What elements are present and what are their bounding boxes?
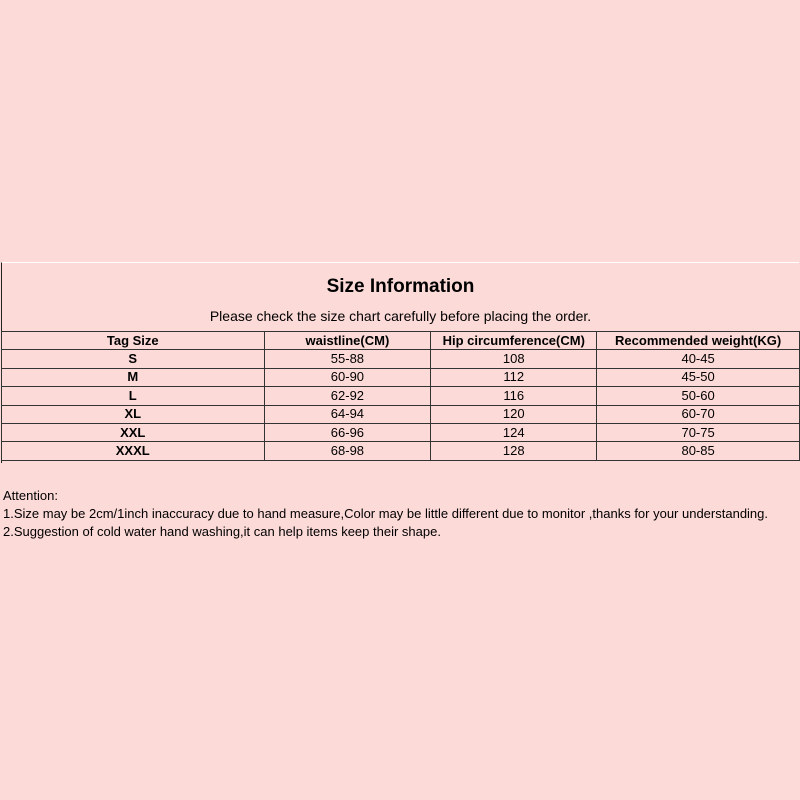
subtitle: Please check the size chart carefully be… <box>209 308 592 324</box>
table-row: M 60-90 112 45-50 <box>1 367 800 388</box>
notes: Attention: 1.Size may be 2cm/1inch inacc… <box>3 487 768 541</box>
cell-hip: 128 <box>430 441 598 461</box>
cell-hip: 112 <box>430 367 598 388</box>
cell-waistline: 55-88 <box>263 349 432 369</box>
cell-weight: 60-70 <box>596 404 800 424</box>
cell-hip: 116 <box>430 386 598 406</box>
cell-hip: 108 <box>430 349 598 369</box>
cell-tag-size: S <box>1 349 265 369</box>
cell-weight: 80-85 <box>596 441 800 461</box>
cell-tag-size: M <box>1 367 265 388</box>
cell-weight: 45-50 <box>596 367 800 388</box>
cell-weight: 70-75 <box>596 422 800 443</box>
cell-tag-size: XL <box>1 404 265 424</box>
note-1: 1.Size may be 2cm/1inch inaccuracy due t… <box>3 506 769 521</box>
table-row: XXL 66-96 124 70-75 <box>1 422 800 443</box>
table-row: L 62-92 116 50-60 <box>1 386 800 406</box>
size-info-panel: Size Information Please check the size c… <box>1 262 800 463</box>
cell-tag-size: XXL <box>1 422 265 443</box>
header-hip: Hip circumference(CM) <box>430 330 598 351</box>
attention-label: Attention: <box>3 488 58 503</box>
page-title: Size Information <box>326 276 475 297</box>
cell-tag-size: L <box>1 386 265 406</box>
cell-waistline: 62-92 <box>263 386 432 406</box>
header-tag-size: Tag Size <box>1 330 265 351</box>
table-header-row: Tag Size waistline(CM) Hip circumference… <box>1 330 800 351</box>
size-table: Tag Size waistline(CM) Hip circumference… <box>1 330 800 461</box>
cell-weight: 40-45 <box>596 349 800 369</box>
header-waistline: waistline(CM) <box>263 330 432 351</box>
cell-weight: 50-60 <box>596 386 800 406</box>
cell-waistline: 64-94 <box>263 404 432 424</box>
cell-tag-size: XXXL <box>1 441 265 461</box>
table-row: S 55-88 108 40-45 <box>1 349 800 369</box>
cell-waistline: 68-98 <box>263 441 432 461</box>
table-row: XXXL 68-98 128 80-85 <box>1 441 800 461</box>
table-row: XL 64-94 120 60-70 <box>1 404 800 424</box>
note-2: 2.Suggestion of cold water hand washing,… <box>3 524 441 539</box>
header-weight: Recommended weight(KG) <box>596 330 800 351</box>
cell-hip: 124 <box>430 422 598 443</box>
cell-waistline: 66-96 <box>263 422 432 443</box>
cell-waistline: 60-90 <box>263 367 432 388</box>
cell-hip: 120 <box>430 404 598 424</box>
